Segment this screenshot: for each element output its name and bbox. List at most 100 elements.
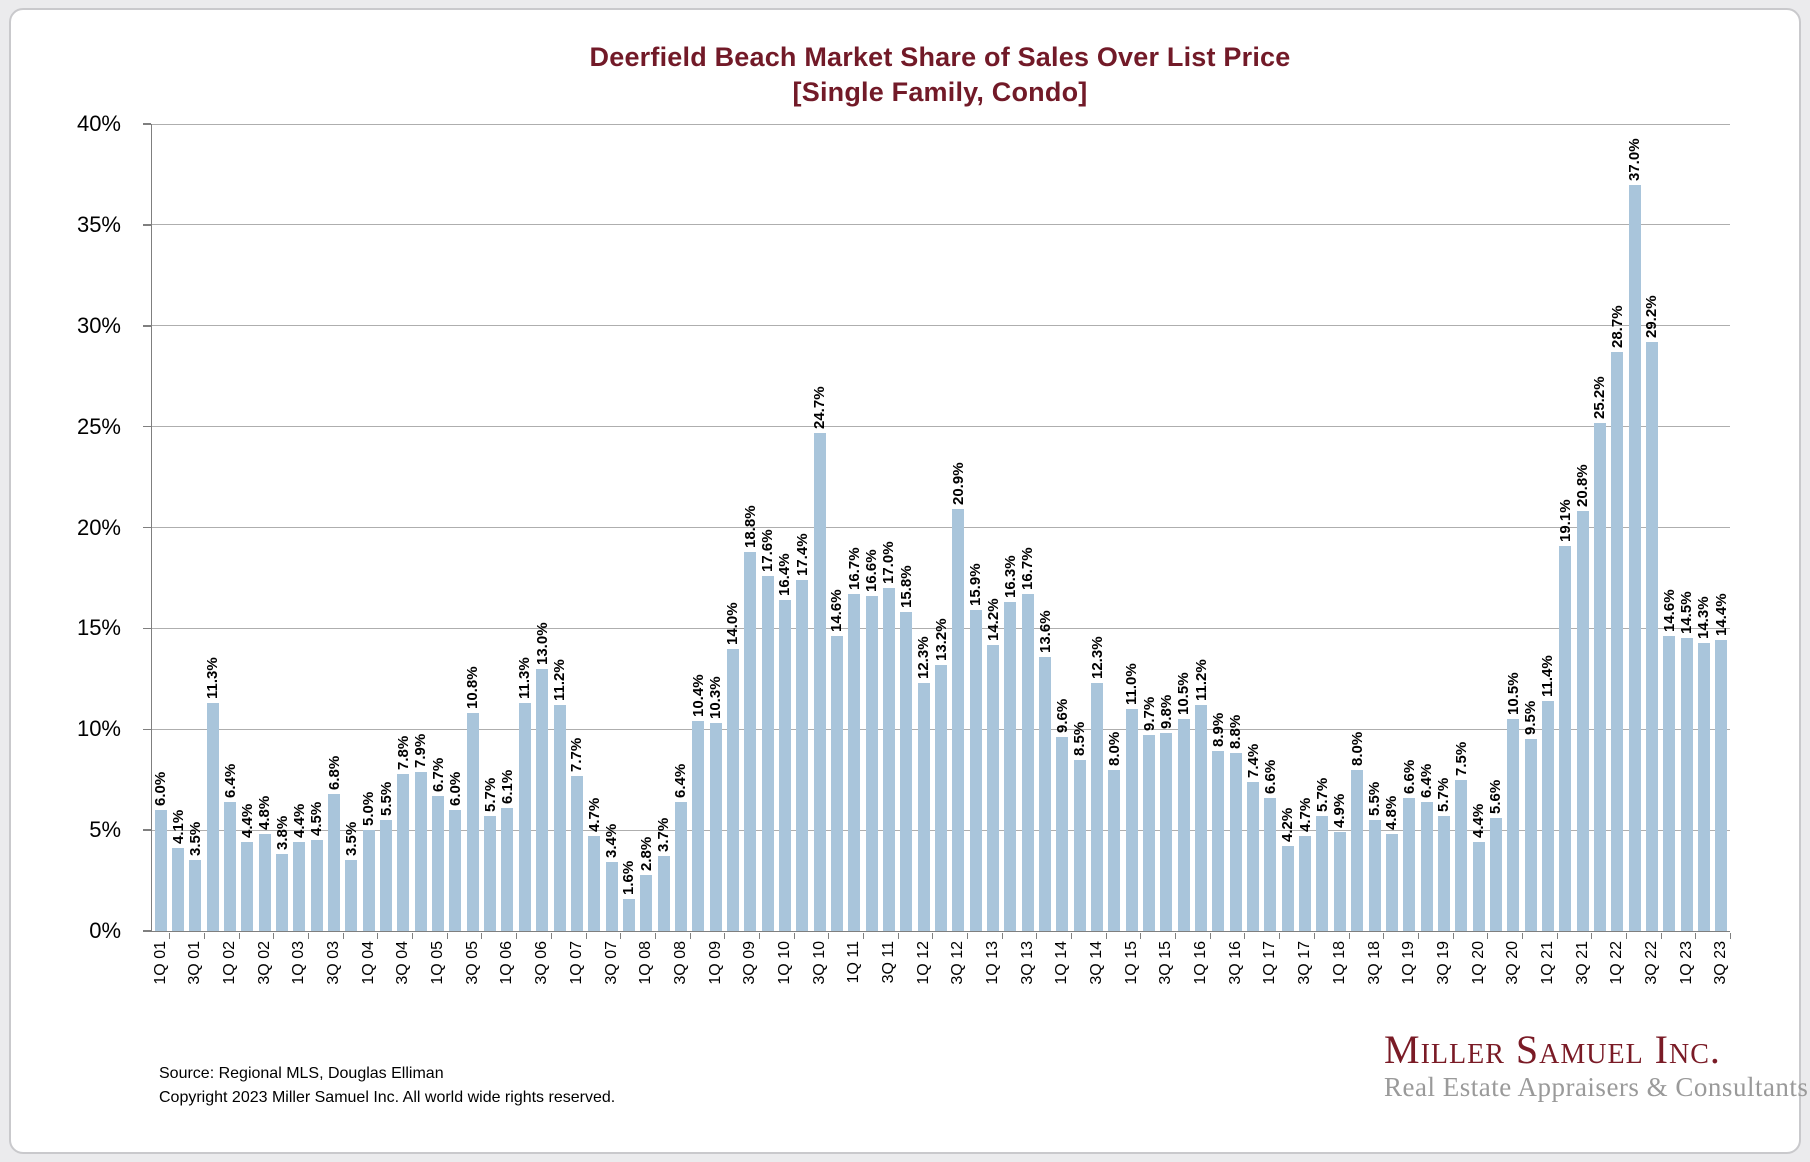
x-axis-tick <box>932 932 934 939</box>
x-axis-tick <box>828 932 830 939</box>
bar-value-label: 6.4% <box>1418 763 1436 798</box>
x-axis-label: 1Q 16 <box>1192 941 1210 985</box>
x-axis-label: 3Q 15 <box>1157 941 1175 985</box>
bar-value-label: 24.7% <box>811 386 829 429</box>
x-axis-tick <box>1140 932 1142 939</box>
x-axis-tick <box>1244 932 1246 939</box>
bar <box>882 588 895 931</box>
bar <box>1524 739 1537 931</box>
x-axis-label: 1Q 07 <box>567 941 585 985</box>
bar-value-label: 13.2% <box>932 618 950 661</box>
y-axis-label: 25% <box>76 413 121 439</box>
bar <box>1437 816 1450 931</box>
x-axis-label: 3Q 14 <box>1088 941 1106 985</box>
gridline <box>152 325 1730 327</box>
x-axis-label: 1Q 01 <box>151 941 169 985</box>
bar <box>224 801 237 931</box>
x-axis-label: 1Q 11 <box>845 941 863 984</box>
bar-value-label: 8.0% <box>1348 731 1366 766</box>
bar <box>172 848 184 931</box>
bar <box>1160 733 1173 931</box>
bar <box>397 773 410 931</box>
bar <box>987 644 1000 931</box>
gridline <box>152 527 1730 528</box>
x-axis-tick <box>446 932 448 939</box>
bar <box>1715 640 1728 931</box>
bar <box>1333 832 1346 931</box>
bar-value-label: 6.4% <box>672 763 690 798</box>
bar-value-label: 11.3% <box>516 657 534 700</box>
bar-value-label: 7.5% <box>1452 741 1470 776</box>
bar <box>1541 701 1554 931</box>
bar <box>466 713 479 931</box>
bar-value-label: 14.6% <box>1660 589 1678 633</box>
x-axis-label: 1Q 14 <box>1053 941 1071 985</box>
x-axis-label: 3Q 20 <box>1504 941 1522 985</box>
x-axis-tick <box>620 932 622 939</box>
x-axis-label: 3Q 08 <box>671 941 689 985</box>
y-axis-label: 5% <box>89 817 121 843</box>
x-axis-tick <box>204 932 206 939</box>
bar <box>258 834 271 931</box>
x-axis-tick <box>516 932 518 939</box>
bar-value-label: 16.6% <box>863 549 881 593</box>
bar <box>1021 594 1034 931</box>
chart-title: Deerfield Beach Market Share of Sales Ov… <box>151 40 1729 110</box>
bar <box>1125 709 1138 931</box>
bar-value-label: 12.3% <box>915 636 933 679</box>
x-axis-label: 1Q 13 <box>984 941 1002 985</box>
bar <box>1489 818 1502 931</box>
bar <box>1507 719 1520 931</box>
bar <box>518 703 531 931</box>
x-axis-label: 3Q 09 <box>741 941 759 985</box>
bar <box>1663 636 1676 931</box>
gridline <box>152 123 1730 125</box>
bar <box>1316 816 1329 931</box>
bar-value-label: 3.4% <box>603 824 621 859</box>
x-axis-tick <box>412 932 414 939</box>
bar-value-label: 11.4% <box>1539 655 1557 697</box>
bar <box>744 551 757 931</box>
bar-value-label: 4.7% <box>1296 797 1314 833</box>
bar <box>830 636 843 931</box>
bar <box>1073 759 1086 931</box>
bar-value-label: 6.4% <box>221 763 239 798</box>
bar-value-label: 8.8% <box>1227 715 1245 750</box>
y-axis-tick <box>143 627 151 630</box>
bar <box>1212 751 1225 931</box>
x-axis-tick <box>1175 932 1177 939</box>
x-axis-label: 1Q 19 <box>1400 941 1418 985</box>
bar <box>1645 341 1658 931</box>
bar <box>1351 769 1364 931</box>
company-logo: Miller Samuel Inc. Real Estate Appraiser… <box>1384 1028 1808 1103</box>
bar <box>1420 801 1433 931</box>
bar <box>1385 834 1398 931</box>
x-axis-tick <box>1036 932 1038 939</box>
bar-value-label: 4.4% <box>238 804 256 839</box>
x-axis-label: 1Q 18 <box>1330 941 1348 985</box>
y-axis-tick <box>143 425 151 428</box>
footer-notes: Source: Regional MLS, Douglas Elliman Co… <box>159 1062 615 1110</box>
x-axis-tick <box>793 932 795 939</box>
x-axis-label: 3Q 17 <box>1296 941 1314 985</box>
x-axis-label: 1Q 17 <box>1261 941 1279 985</box>
y-axis-tick <box>143 123 151 125</box>
x-axis-label: 3Q 22 <box>1642 941 1660 985</box>
bar-value-label: 4.4% <box>1470 804 1488 839</box>
bar-value-label: 6.6% <box>1261 759 1279 794</box>
bar <box>709 723 722 931</box>
bar <box>900 612 913 931</box>
y-axis-label: 30% <box>76 312 121 338</box>
bar <box>848 594 861 931</box>
bar <box>276 854 289 931</box>
x-axis-tick <box>1625 932 1627 939</box>
chart-title-line2: [Single Family, Condo] <box>792 77 1088 107</box>
y-axis-label: 0% <box>89 918 121 943</box>
bar <box>640 874 653 931</box>
x-axis-tick <box>689 932 691 939</box>
x-axis-tick <box>862 932 864 939</box>
y-axis-label: 35% <box>76 211 121 237</box>
bar-value-label: 11.2% <box>551 659 568 702</box>
bar-value-label: 16.3% <box>1001 555 1019 599</box>
bar-value-label: 5.5% <box>1366 781 1384 817</box>
